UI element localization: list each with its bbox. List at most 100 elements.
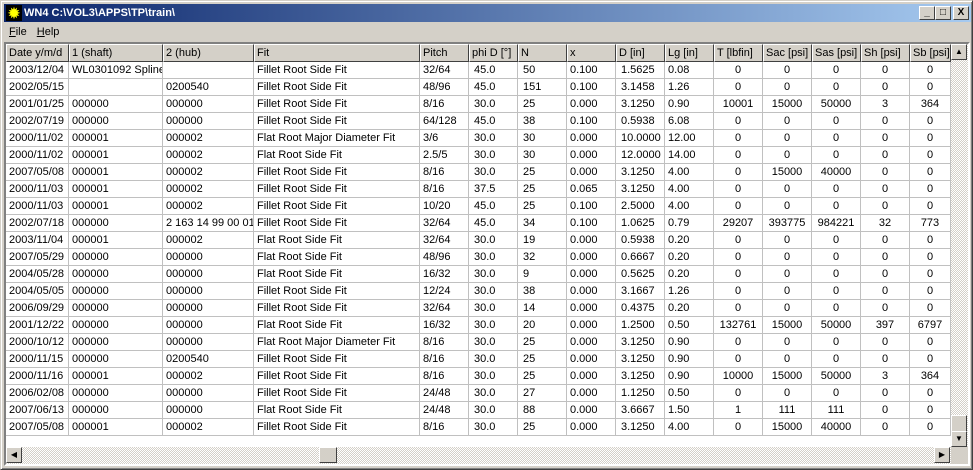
table-cell[interactable]: 0.000 — [567, 96, 616, 113]
column-header[interactable]: Sas [psi] — [812, 44, 861, 62]
table-cell[interactable]: 8/16 — [420, 334, 469, 351]
table-cell[interactable]: 000002 — [163, 198, 254, 215]
table-cell[interactable]: 0 — [861, 419, 910, 436]
table-cell[interactable]: 0 — [910, 266, 951, 283]
table-cell[interactable]: 20 — [518, 317, 567, 334]
table-cell[interactable]: 12.0000 — [616, 147, 665, 164]
table-cell[interactable]: 0 — [812, 266, 861, 283]
table-cell[interactable]: 25 — [518, 164, 567, 181]
column-header[interactable]: Pitch — [420, 44, 469, 62]
table-cell[interactable]: 0.065 — [567, 181, 616, 198]
table-cell[interactable]: 2007/05/08 — [6, 164, 69, 181]
table-cell[interactable]: Fillet Root Side Fit — [254, 215, 420, 232]
table-row[interactable]: 2000/11/16 000001 000002 Fillet Root Side F… — [6, 368, 951, 385]
table-cell[interactable]: 000000 — [69, 317, 163, 334]
table-cell[interactable]: 30.0 — [469, 385, 518, 402]
table-cell[interactable]: 0 — [910, 198, 951, 215]
table-cell[interactable]: 15000 — [763, 96, 812, 113]
table-cell[interactable]: 45.0 — [469, 113, 518, 130]
table-cell[interactable]: 15000 — [763, 368, 812, 385]
table-cell[interactable]: 30.0 — [469, 147, 518, 164]
table-cell[interactable]: 45.0 — [469, 215, 518, 232]
table-cell[interactable]: 15000 — [763, 317, 812, 334]
table-cell[interactable]: 2004/05/05 — [6, 283, 69, 300]
table-row[interactable]: 2007/05/08 000001 000002 Fillet Root Side F… — [6, 164, 951, 181]
table-cell[interactable]: 0 — [763, 334, 812, 351]
table-cell[interactable]: 8/16 — [420, 419, 469, 436]
size-grip-icon[interactable] — [951, 447, 968, 464]
table-cell[interactable]: 3.1250 — [616, 419, 665, 436]
scroll-down-icon[interactable]: ▼ — [951, 431, 967, 447]
table-cell[interactable]: 0 — [763, 147, 812, 164]
table-cell[interactable]: 2006/09/29 — [6, 300, 69, 317]
table-cell[interactable]: 2004/05/28 — [6, 266, 69, 283]
table-cell[interactable]: Fillet Root Side Fit — [254, 385, 420, 402]
table-cell[interactable]: 32/64 — [420, 62, 469, 79]
table-cell[interactable]: 0 — [861, 164, 910, 181]
table-cell[interactable]: 0 — [910, 283, 951, 300]
table-cell[interactable]: 0.90 — [665, 368, 714, 385]
table-cell[interactable]: 30.0 — [469, 368, 518, 385]
table-cell[interactable]: 0 — [763, 385, 812, 402]
table-cell[interactable]: 30.0 — [469, 283, 518, 300]
table-cell[interactable]: 1.50 — [665, 402, 714, 419]
table-cell[interactable]: 111 — [812, 402, 861, 419]
table-cell[interactable]: 0 — [714, 113, 763, 130]
scroll-right-icon[interactable]: ▶ — [934, 447, 950, 463]
table-cell[interactable]: 3.1250 — [616, 96, 665, 113]
close-button[interactable]: X — [953, 6, 969, 20]
table-cell[interactable]: 2000/11/16 — [6, 368, 69, 385]
table-cell[interactable]: 0 — [910, 351, 951, 368]
table-cell[interactable]: 0 — [812, 198, 861, 215]
table-cell[interactable]: 000001 — [69, 130, 163, 147]
table-cell[interactable]: 0 — [763, 232, 812, 249]
table-cell[interactable]: 0.000 — [567, 385, 616, 402]
table-cell[interactable]: 0 — [861, 130, 910, 147]
table-cell[interactable]: Flat Root Side Fit — [254, 402, 420, 419]
table-row[interactable]: 2002/07/18 000000 2 163 14 99 00 01 Fillet … — [6, 215, 951, 232]
table-cell[interactable]: Fillet Root Side Fit — [254, 419, 420, 436]
table-cell[interactable]: 000001 — [69, 147, 163, 164]
table-cell[interactable]: 000000 — [69, 283, 163, 300]
table-cell[interactable]: 10001 — [714, 96, 763, 113]
table-row[interactable]: 2000/11/15 000000 0200540 Fillet Root Side … — [6, 351, 951, 368]
table-cell[interactable]: 000001 — [69, 419, 163, 436]
table-cell[interactable]: 25 — [518, 419, 567, 436]
table-cell[interactable]: 8/16 — [420, 368, 469, 385]
table-cell[interactable]: 48/96 — [420, 249, 469, 266]
table-cell[interactable]: 0 — [714, 198, 763, 215]
column-header[interactable]: Sh [psi] — [861, 44, 910, 62]
table-cell[interactable]: 37.5 — [469, 181, 518, 198]
table-cell[interactable]: 50000 — [812, 96, 861, 113]
table-cell[interactable]: 0 — [714, 249, 763, 266]
table-cell[interactable]: 0 — [910, 164, 951, 181]
table-cell[interactable]: 0 — [714, 385, 763, 402]
table-cell[interactable]: 0.4375 — [616, 300, 665, 317]
table-cell[interactable]: Flat Root Side Fit — [254, 147, 420, 164]
table-cell[interactable]: 0.000 — [567, 317, 616, 334]
table-cell[interactable]: 0 — [714, 232, 763, 249]
table-cell[interactable]: 0 — [812, 249, 861, 266]
table-cell[interactable]: 0 — [910, 419, 951, 436]
table-cell[interactable]: 2001/12/22 — [6, 317, 69, 334]
table-cell[interactable]: 3.1458 — [616, 79, 665, 96]
table-cell[interactable]: 0 — [763, 283, 812, 300]
table-cell[interactable]: 0.20 — [665, 249, 714, 266]
table-cell[interactable]: 3 — [861, 368, 910, 385]
table-cell[interactable]: 0.100 — [567, 198, 616, 215]
table-cell[interactable]: 0 — [861, 334, 910, 351]
table-cell[interactable]: 0 — [763, 130, 812, 147]
table-cell[interactable]: 000002 — [163, 419, 254, 436]
column-header[interactable]: T [lbfin] — [714, 44, 763, 62]
table-cell[interactable]: 000000 — [69, 351, 163, 368]
horizontal-scrollbar[interactable]: ◀ ▶ — [6, 447, 951, 464]
table-cell[interactable]: 000000 — [69, 96, 163, 113]
table-cell[interactable]: 0 — [910, 300, 951, 317]
table-cell[interactable]: 000002 — [163, 181, 254, 198]
table-cell[interactable]: 0 — [714, 300, 763, 317]
table-cell[interactable]: 0 — [763, 181, 812, 198]
table-cell[interactable]: 0 — [861, 113, 910, 130]
table-cell[interactable]: 2003/11/04 — [6, 232, 69, 249]
column-header[interactable]: D [in] — [616, 44, 665, 62]
table-cell[interactable]: 0.000 — [567, 334, 616, 351]
